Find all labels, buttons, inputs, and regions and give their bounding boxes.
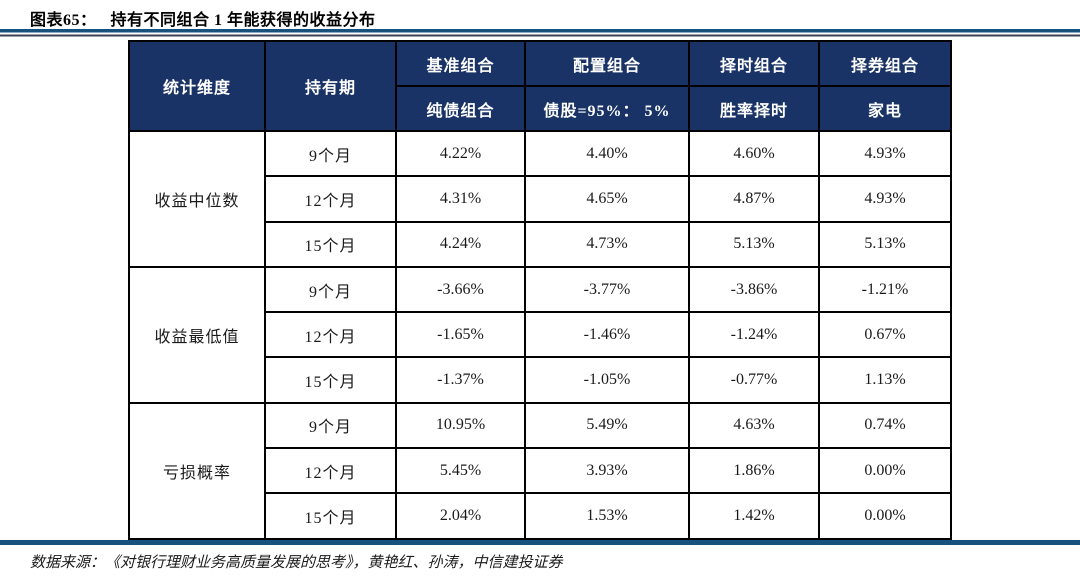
table-row: 15个月 -1.37% -1.05% -0.77% 1.13% xyxy=(129,356,952,404)
header-portfolio-benchmark: 基准组合 xyxy=(395,40,526,87)
value-cell: -1.46% xyxy=(524,311,690,359)
figure-title: 图表65： 持有不同组合 1 年能获得的收益分布 xyxy=(30,6,376,30)
returns-distribution-table: 统计维度 持有期 基准组合 配置组合 择时组合 择券组合 纯债组合 债股=95%… xyxy=(128,40,952,540)
value-cell: 4.63% xyxy=(688,401,820,450)
value-cell: -3.77% xyxy=(524,265,690,314)
dimension-cell-minimum: 收益最低值 xyxy=(128,265,266,404)
period-cell: 12个月 xyxy=(264,175,397,223)
data-source-note: 数据来源：《对银行理财业务高质量发展的思考》，黄艳红、孙涛，中信建投证券 xyxy=(30,555,563,571)
table-row: 12个月 -1.65% -1.46% -1.24% 0.67% xyxy=(129,311,952,359)
value-cell: -0.77% xyxy=(688,356,820,404)
value-cell: -1.37% xyxy=(395,356,526,404)
dimension-cell-median: 收益中位数 xyxy=(128,130,266,268)
value-cell: 1.53% xyxy=(524,492,690,540)
value-cell: 4.40% xyxy=(524,129,690,178)
value-cell: 1.86% xyxy=(688,447,820,495)
value-cell: 0.00% xyxy=(818,447,952,495)
period-cell: 15个月 xyxy=(264,220,397,268)
period-cell: 12个月 xyxy=(264,311,397,359)
value-cell: -1.21% xyxy=(818,265,952,314)
header-dimension: 统计维度 xyxy=(128,40,266,132)
value-cell: 10.95% xyxy=(395,401,526,450)
value-cell: 5.45% xyxy=(395,447,526,495)
header-portfolio-timing: 择时组合 xyxy=(688,40,820,87)
header-row-portfolio: 统计维度 持有期 基准组合 配置组合 择时组合 择券组合 xyxy=(128,40,952,132)
value-cell: 4.31% xyxy=(395,175,526,223)
value-cell: 1.13% xyxy=(818,356,952,404)
subheader-winrate-timing: 胜率择时 xyxy=(688,85,820,132)
value-cell: 4.93% xyxy=(818,129,952,178)
footer-divider-rule xyxy=(0,540,1080,545)
value-cell: 4.65% xyxy=(524,175,690,223)
value-cell: 5.13% xyxy=(688,220,820,268)
header-portfolio-allocation: 配置组合 xyxy=(524,40,690,87)
subheader-pure-bond: 纯债组合 xyxy=(395,85,526,132)
subheader-bond-stock-ratio: 债股=95%： 5% xyxy=(524,85,690,132)
value-cell: 4.93% xyxy=(818,175,952,223)
subheader-home-appliance: 家电 xyxy=(818,85,952,132)
table-row: 收益中位数 9个月 4.22% 4.40% 4.60% 4.93% xyxy=(128,129,952,268)
header-row-strategy: 纯债组合 债股=95%： 5% 胜率择时 家电 xyxy=(129,85,952,132)
value-cell: 0.67% xyxy=(818,311,952,359)
value-cell: -1.24% xyxy=(688,311,820,359)
figure-number: 图表65： xyxy=(30,12,97,29)
period-cell: 9个月 xyxy=(264,129,397,178)
value-cell: 0.00% xyxy=(818,492,952,540)
table-row: 收益最低值 9个月 -3.66% -3.77% -3.86% -1.21% xyxy=(128,265,952,404)
value-cell: 4.73% xyxy=(524,220,690,268)
value-cell: 3.93% xyxy=(524,447,690,495)
value-cell: -1.05% xyxy=(524,356,690,404)
value-cell: 4.60% xyxy=(688,129,820,178)
table-row: 亏损概率 9个月 10.95% 5.49% 4.63% 0.74% xyxy=(128,401,952,540)
value-cell: -3.66% xyxy=(395,265,526,314)
value-cell: 5.49% xyxy=(524,401,690,450)
value-cell: 4.87% xyxy=(688,175,820,223)
header-portfolio-selection: 择券组合 xyxy=(818,40,952,87)
table-row: 12个月 4.31% 4.65% 4.87% 4.93% xyxy=(129,175,952,223)
value-cell: 5.13% xyxy=(818,220,952,268)
period-cell: 15个月 xyxy=(264,356,397,404)
returns-table-container: 统计维度 持有期 基准组合 配置组合 择时组合 择券组合 纯债组合 债股=95%… xyxy=(128,40,952,540)
value-cell: -1.65% xyxy=(395,311,526,359)
period-cell: 9个月 xyxy=(264,265,397,314)
value-cell: 4.22% xyxy=(395,129,526,178)
value-cell: 4.24% xyxy=(395,220,526,268)
title-divider-rule xyxy=(0,29,1080,37)
dimension-cell-loss-probability: 亏损概率 xyxy=(128,401,266,540)
value-cell: 1.42% xyxy=(688,492,820,540)
value-cell: 2.04% xyxy=(395,492,526,540)
table-row: 15个月 4.24% 4.73% 5.13% 5.13% xyxy=(129,220,952,268)
table-row: 12个月 5.45% 3.93% 1.86% 0.00% xyxy=(129,447,952,495)
value-cell: 0.74% xyxy=(818,401,952,450)
figure-title-text: 持有不同组合 1 年能获得的收益分布 xyxy=(110,12,376,29)
value-cell: -3.86% xyxy=(688,265,820,314)
period-cell: 12个月 xyxy=(264,447,397,495)
header-period: 持有期 xyxy=(264,40,397,132)
period-cell: 15个月 xyxy=(264,492,397,540)
period-cell: 9个月 xyxy=(264,401,397,450)
table-row: 15个月 2.04% 1.53% 1.42% 0.00% xyxy=(129,492,952,540)
